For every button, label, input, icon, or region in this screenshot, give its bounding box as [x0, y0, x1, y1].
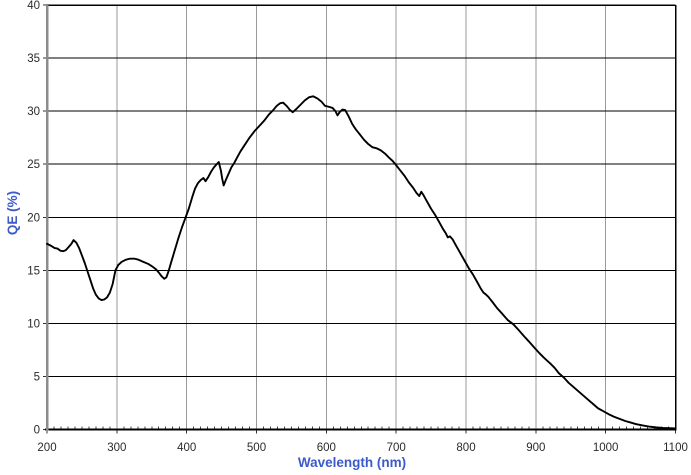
x-tick-label: 600 — [317, 442, 336, 454]
x-tick-label: 900 — [526, 442, 545, 454]
y-tick-label: 40 — [27, 0, 40, 12]
x-tick-label: 800 — [456, 442, 475, 454]
y-axis-title: QE (%) — [5, 191, 20, 235]
qe-curve — [46, 95, 677, 430]
x-tick-label: 700 — [387, 442, 406, 454]
x-tick-label: 1100 — [663, 442, 688, 454]
y-tick-label: 30 — [27, 106, 40, 118]
x-tick-label: 200 — [37, 442, 56, 454]
x-tick-label: 300 — [107, 442, 126, 454]
x-axis-title: Wavelength (nm) — [298, 455, 406, 470]
y-tick-label: 0 — [34, 425, 40, 437]
x-tick-labels: 200 300 400 500 600 700 800 900 1000 1100 — [37, 442, 687, 454]
horizontal-gridlines — [47, 57, 676, 377]
axis-major-ticks — [43, 4, 676, 434]
x-tick-label: 500 — [247, 442, 266, 454]
x-tick-label: 1000 — [593, 442, 619, 454]
y-tick-label: 15 — [27, 265, 40, 277]
x-tick-label: 400 — [177, 442, 196, 454]
y-tick-label: 25 — [27, 159, 40, 171]
y-tick-label: 35 — [27, 53, 40, 65]
y-tick-label: 5 — [34, 371, 40, 383]
y-tick-label: 20 — [27, 212, 40, 224]
y-tick-label: 10 — [27, 318, 40, 330]
plot-border — [45, 4, 677, 431]
y-tick-labels: 0 5 10 15 20 25 30 35 40 — [27, 0, 40, 437]
